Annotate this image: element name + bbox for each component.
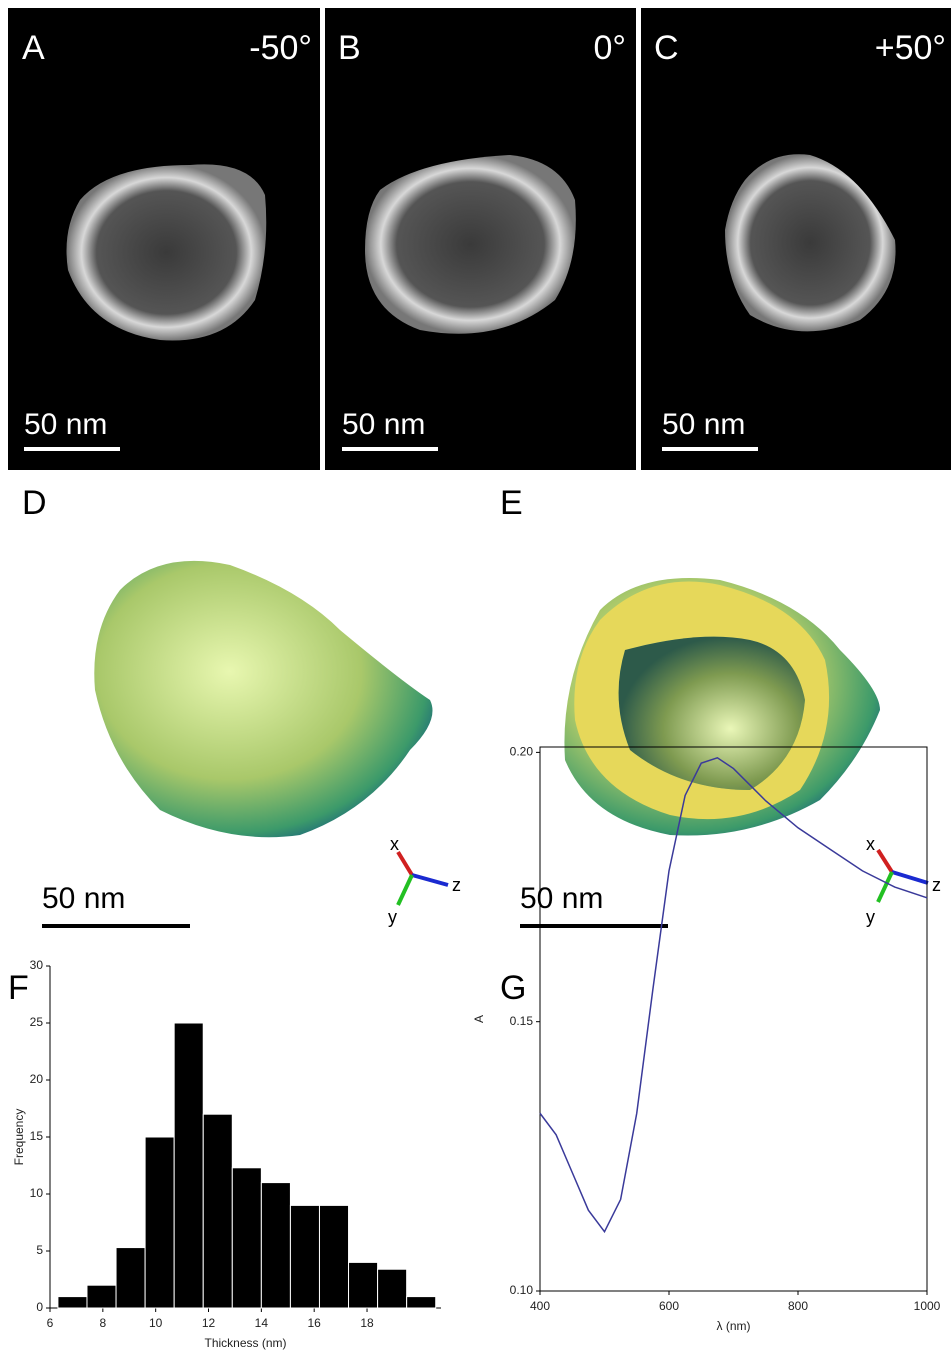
axes-icon [398,850,928,905]
y-tick-label: 0.10 [510,1283,534,1297]
axis-label: x [866,834,875,854]
panel-letter: G [500,969,526,1007]
figure: A -50° 50 nm B 0° 50 nm C +50° 50 nm x y… [0,0,951,1353]
axis-x [398,852,412,875]
panel-letter: C [654,29,679,67]
axis-label: y [866,907,875,927]
scale-label: 50 nm [662,408,745,441]
x-tick-label: 400 [530,1299,550,1313]
particle [365,155,576,334]
rendering [94,561,432,837]
axis-y [878,872,892,902]
scale-label: 50 nm [342,408,425,441]
x-tick-label: 16 [308,1316,322,1330]
bar [232,1168,261,1308]
panel-letter: E [500,484,523,522]
panel-letter: B [338,29,361,67]
tilt-angle: +50° [875,29,946,67]
bar [174,1023,203,1308]
bar [116,1248,145,1308]
scale-bar [342,447,438,451]
panel-letter: F [8,969,29,1007]
bar [290,1205,319,1308]
x-tick-label: 14 [255,1316,269,1330]
bar [145,1137,174,1308]
axis-label: z [932,875,941,895]
x-tick-label: 8 [99,1316,106,1330]
axis-z [892,872,928,883]
y-tick-label: 15 [30,1129,44,1143]
scale-label: 50 nm [520,882,603,915]
x-axis-label: λ (nm) [717,1319,751,1333]
x-tick-label: 800 [788,1299,808,1313]
x-tick-label: 600 [659,1299,679,1313]
bar [378,1269,407,1308]
tilt-angle: -50° [249,29,312,67]
y-axis-label: A [472,1015,486,1023]
x-tick-label: 18 [360,1316,374,1330]
axis-label: y [388,907,397,927]
scale-bar [520,924,668,928]
x-tick-label: 6 [47,1316,54,1330]
scale-label: 50 nm [42,882,125,915]
panel-letter: D [22,484,47,522]
axis-label: z [452,875,461,895]
axis-y [398,875,412,905]
y-axis-label: Frequency [12,1109,26,1166]
bar [261,1183,290,1308]
x-axis-label: Thickness (nm) [204,1336,286,1350]
scale-bar [662,447,758,451]
y-tick-label: 0 [36,1300,43,1314]
y-tick-label: 0.15 [510,1014,534,1028]
scale-bar [24,447,120,451]
bar [87,1285,116,1308]
y-tick-label: 30 [30,958,44,972]
panel-letter: A [22,29,45,67]
page: A -50° 50 nm B 0° 50 nm C +50° 50 nm x y… [0,0,951,1353]
scale-bar [42,924,190,928]
x-tick-label: 12 [202,1316,216,1330]
x-tick-label: 1000 [914,1299,941,1313]
bar [203,1114,232,1308]
tilt-angle: 0° [593,29,626,67]
axis-z [412,875,448,885]
bar [349,1262,378,1308]
axis-x [878,850,892,872]
y-tick-label: 0.20 [510,745,534,759]
axis-label: x [390,834,399,854]
bar [58,1297,87,1308]
y-tick-label: 5 [36,1243,43,1257]
y-tick-label: 25 [30,1015,44,1029]
bar [319,1205,348,1308]
bar [407,1297,436,1308]
y-tick-label: 20 [30,1072,44,1086]
scale-label: 50 nm [24,408,107,441]
y-tick-label: 10 [30,1186,44,1200]
x-tick-label: 10 [149,1316,163,1330]
